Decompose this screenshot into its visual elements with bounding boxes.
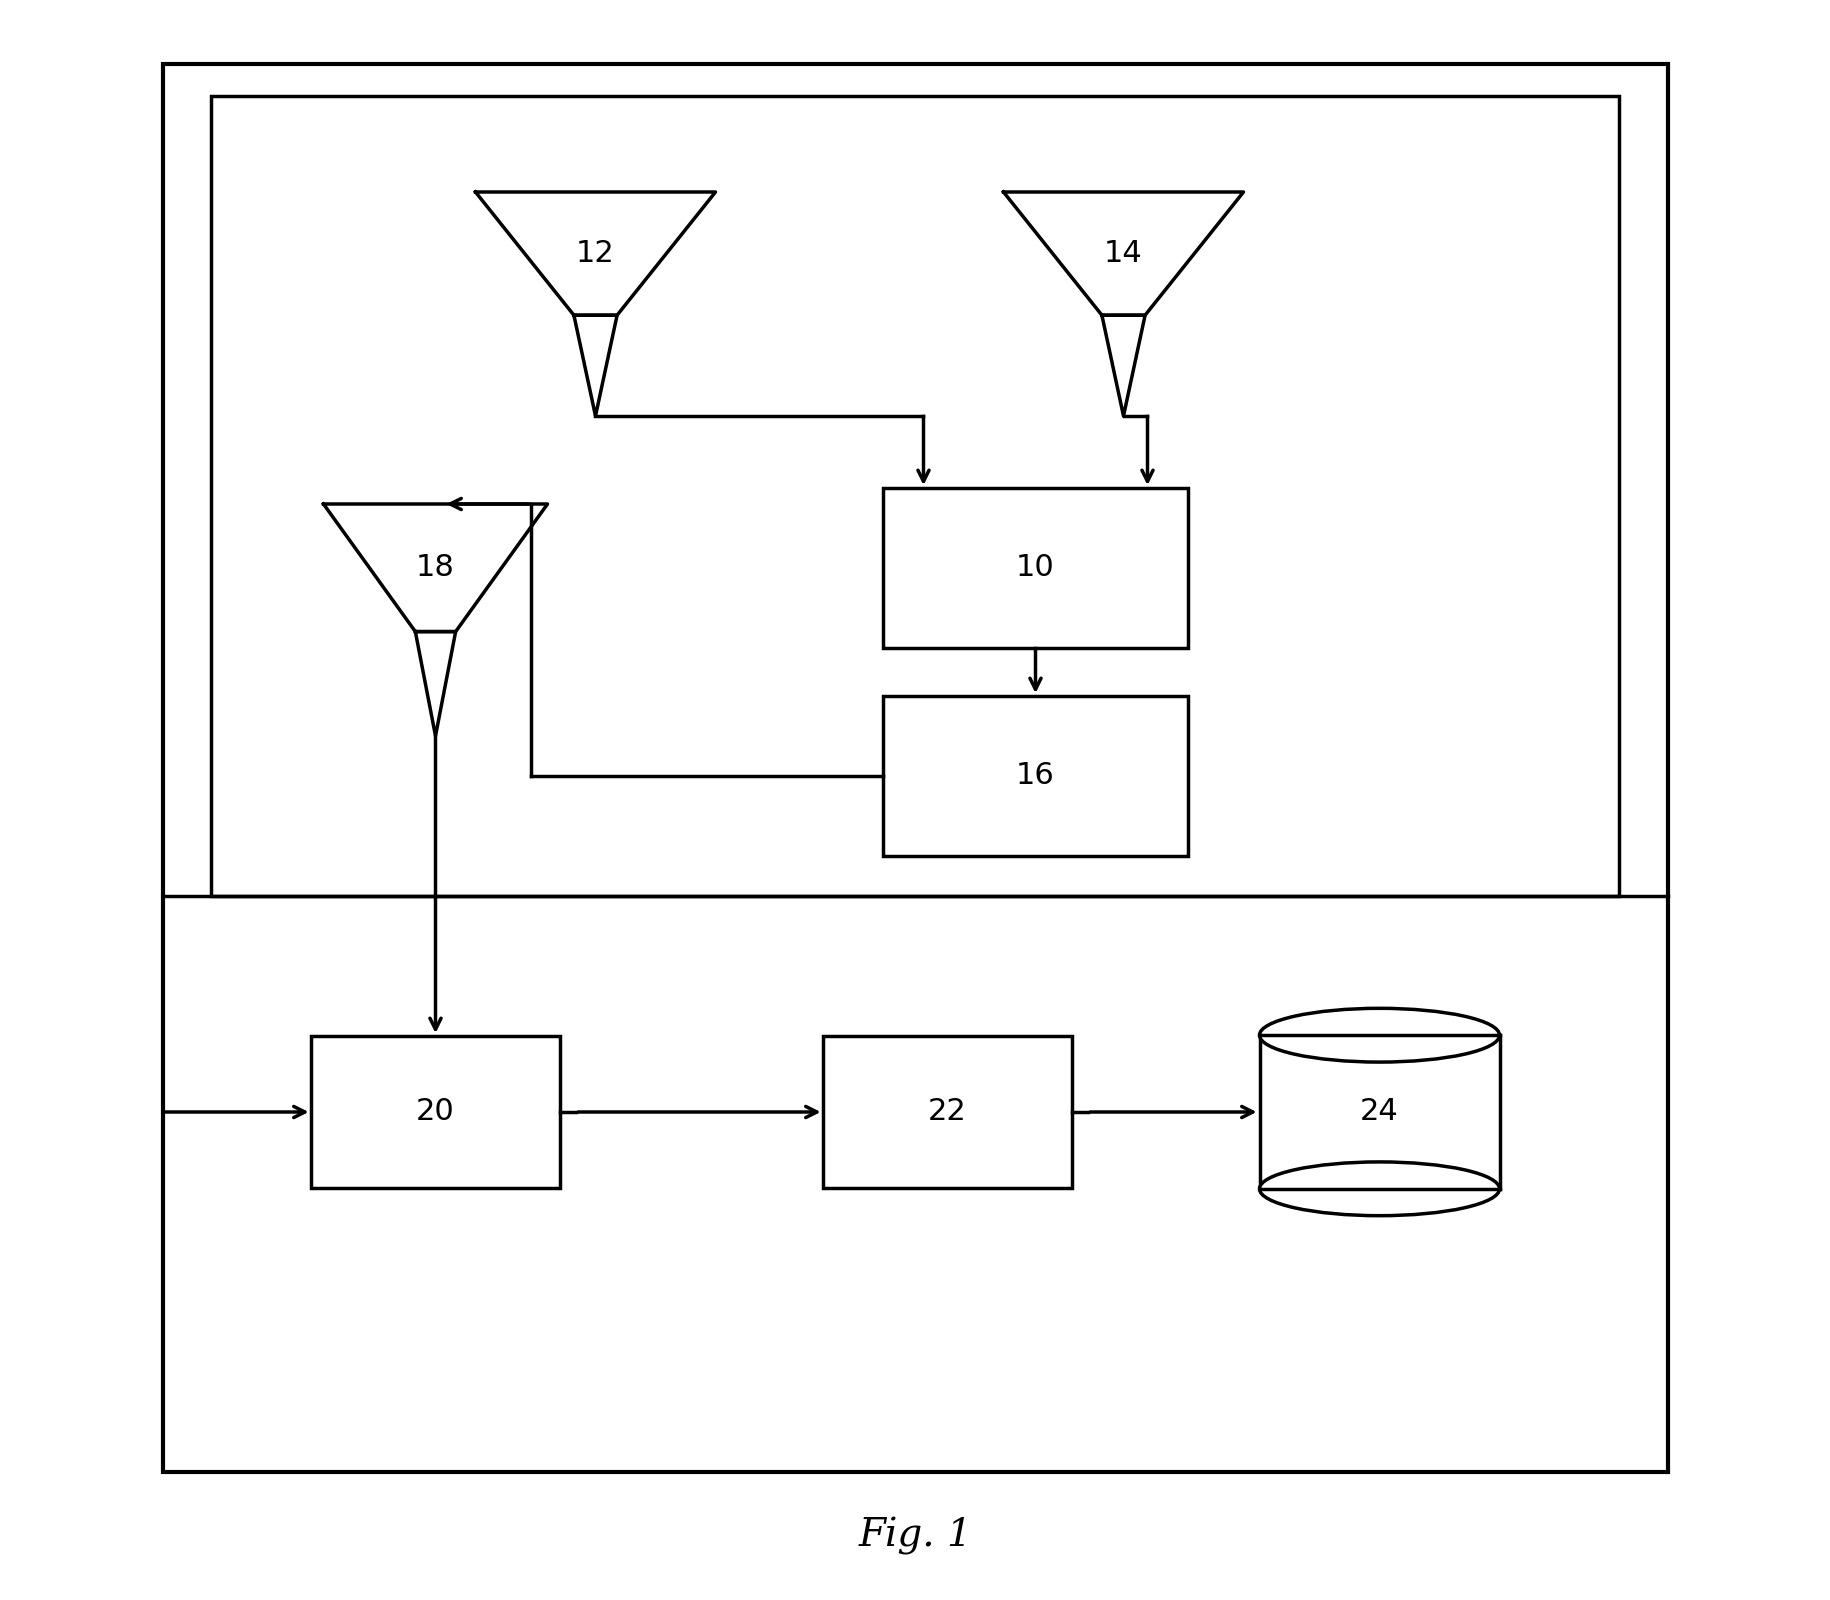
Text: 16: 16 (1016, 762, 1054, 790)
Bar (212, 96, 1618, 896)
Bar (163, 64, 1667, 1472)
Text: 24: 24 (1360, 1098, 1398, 1126)
Ellipse shape (1259, 1008, 1499, 1062)
Polygon shape (476, 192, 716, 315)
Polygon shape (573, 315, 617, 416)
Text: 10: 10 (1016, 554, 1054, 582)
Text: 22: 22 (928, 1098, 966, 1126)
Text: 18: 18 (415, 554, 454, 582)
Text: 20: 20 (415, 1098, 454, 1126)
Polygon shape (324, 504, 547, 632)
Text: Fig. 1: Fig. 1 (858, 1517, 972, 1555)
FancyBboxPatch shape (884, 488, 1188, 648)
Bar (1259, 1035, 1499, 1189)
FancyBboxPatch shape (884, 696, 1188, 856)
Ellipse shape (1259, 1162, 1499, 1216)
Text: 14: 14 (1103, 238, 1142, 269)
Text: 12: 12 (576, 238, 615, 269)
Polygon shape (1102, 315, 1144, 416)
FancyBboxPatch shape (824, 1037, 1071, 1187)
Polygon shape (1003, 192, 1243, 315)
FancyBboxPatch shape (311, 1037, 560, 1187)
Polygon shape (415, 632, 456, 736)
